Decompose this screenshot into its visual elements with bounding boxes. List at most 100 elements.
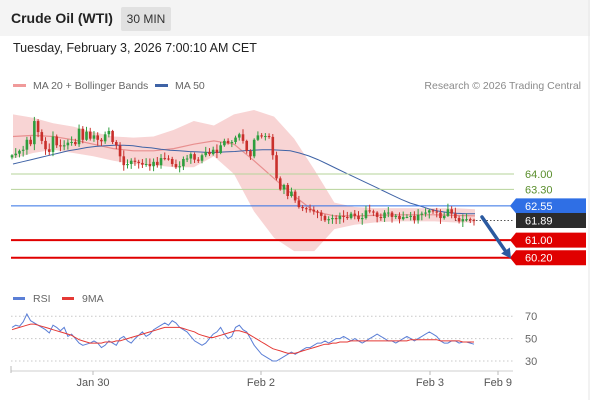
candle <box>249 150 252 157</box>
candle <box>189 154 193 159</box>
candle <box>305 208 308 210</box>
candle <box>439 212 442 219</box>
candle <box>40 132 44 141</box>
candle <box>44 140 47 150</box>
x-tick-label: Feb 9 <box>484 377 512 389</box>
legend-rsi-label: RSI <box>33 293 51 305</box>
candle <box>21 149 25 151</box>
candle <box>66 142 70 146</box>
candle <box>100 139 103 142</box>
x-tick-label: Jan 30 <box>76 377 109 389</box>
candle <box>286 184 290 197</box>
candle <box>323 215 327 221</box>
rsi-tick-label: 50 <box>525 334 537 346</box>
chart-header: Crude Oil (WTI) 30 MIN <box>0 0 590 36</box>
candle <box>468 219 472 221</box>
ma50-swatch <box>155 83 168 87</box>
candle <box>245 140 249 151</box>
candle <box>167 158 170 160</box>
candle <box>465 219 468 221</box>
ma50-line <box>12 144 475 215</box>
candle <box>33 121 36 145</box>
x-tick-label: Feb 3 <box>416 377 444 389</box>
candle <box>141 162 144 165</box>
candle <box>196 159 200 161</box>
instrument-title: Crude Oil (WTI) <box>11 10 113 26</box>
candle <box>88 131 92 139</box>
pivot-tag <box>510 198 586 214</box>
candle <box>301 207 304 209</box>
candle <box>55 136 59 146</box>
candle <box>316 211 319 213</box>
candle <box>427 210 431 213</box>
candle <box>133 160 137 162</box>
candle <box>126 164 129 166</box>
candle <box>364 210 368 219</box>
rsi-tick-label: 70 <box>525 311 537 323</box>
candle <box>260 135 263 137</box>
candle <box>312 209 316 212</box>
candle <box>372 211 375 213</box>
candle <box>230 141 234 144</box>
candle <box>327 219 330 221</box>
candle <box>252 139 256 157</box>
candle <box>92 135 96 139</box>
candle <box>357 215 360 220</box>
candle <box>115 141 118 146</box>
candle <box>85 131 88 140</box>
resistance-label: 64.00 <box>525 169 553 181</box>
research-credit: Research © 2026 Trading Central <box>424 80 581 92</box>
candle <box>96 135 99 140</box>
candle <box>420 213 424 215</box>
candle <box>159 158 163 166</box>
resistance-label: 63.30 <box>525 184 553 196</box>
candle <box>185 158 189 160</box>
candle <box>383 212 386 219</box>
legend-bollinger: MA 20 + Bollinger Bands <box>13 80 148 92</box>
candle <box>278 178 282 190</box>
candle <box>193 154 196 160</box>
bollinger-swatch <box>13 83 26 87</box>
candle <box>47 149 51 152</box>
candle <box>379 216 383 219</box>
candle <box>226 140 230 144</box>
ma20-line <box>12 134 476 217</box>
candle <box>353 213 357 216</box>
candle <box>223 140 226 146</box>
candle <box>215 149 219 154</box>
candle <box>10 155 14 158</box>
candle <box>237 134 241 138</box>
support-label: 61.00 <box>525 235 553 247</box>
candle <box>442 215 446 219</box>
legend-bollinger-label: MA 20 + Bollinger Bands <box>33 80 149 92</box>
candle <box>334 218 338 220</box>
candle <box>446 209 450 216</box>
candle <box>275 155 278 179</box>
rsi-swatch <box>13 296 25 300</box>
interval-button[interactable]: 30 MIN <box>121 7 171 31</box>
candle <box>331 218 334 220</box>
candle <box>174 164 178 168</box>
candle <box>290 191 293 197</box>
candle <box>293 191 297 201</box>
candle <box>152 161 155 167</box>
candle <box>129 160 133 165</box>
candle <box>264 136 267 138</box>
candle <box>461 219 465 222</box>
candle <box>435 211 439 213</box>
candle <box>424 212 427 214</box>
candle <box>297 200 301 208</box>
last-price-label: 61.89 <box>525 215 553 227</box>
rsi-ma-line <box>11 323 474 354</box>
candle <box>267 136 271 138</box>
candle <box>349 213 353 219</box>
candle <box>416 214 420 221</box>
candle <box>394 215 398 217</box>
candle <box>413 215 416 221</box>
candle <box>454 213 457 219</box>
candle <box>107 130 111 135</box>
candle <box>387 212 390 214</box>
candle <box>375 212 379 217</box>
candle <box>182 158 185 167</box>
